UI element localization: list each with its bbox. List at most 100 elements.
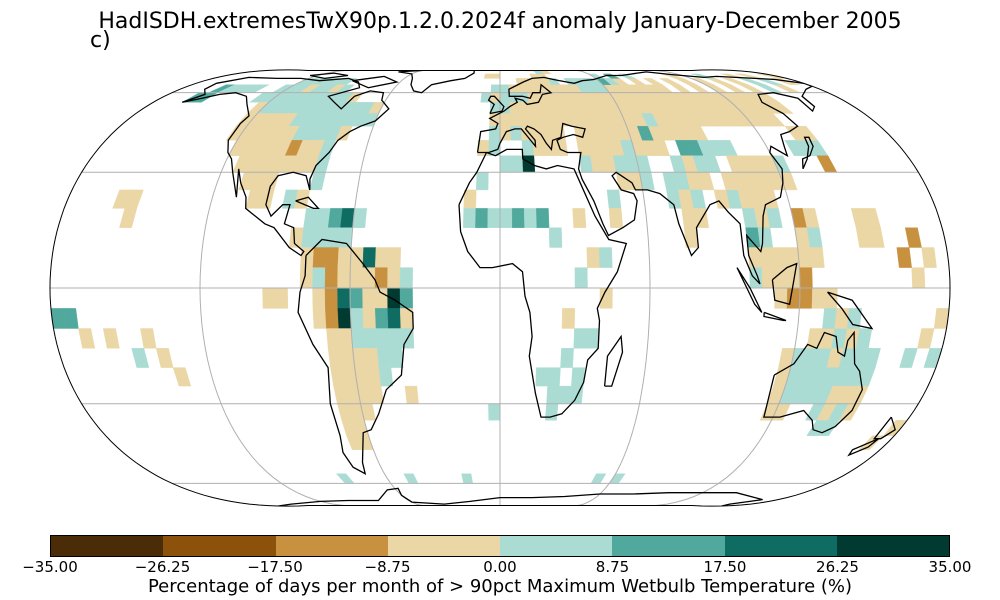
grid-cell — [339, 329, 353, 349]
grid-cell — [758, 228, 773, 248]
grid-cell — [586, 329, 599, 349]
grid-cell — [750, 268, 763, 288]
grid-cell — [530, 114, 542, 127]
grid-cell — [338, 268, 351, 288]
colorbar-ticks: −35.00 −26.25 −17.50 −8.75 0.00 8.75 17.… — [50, 557, 950, 577]
grid-cell — [313, 248, 327, 268]
grid-cell — [799, 268, 812, 288]
grid-cell — [536, 208, 549, 227]
grid-cell — [325, 248, 339, 268]
grid-cell — [536, 368, 549, 387]
grid-cell — [607, 190, 621, 209]
grid-cell — [609, 208, 623, 227]
grid-cell — [510, 114, 521, 127]
grid-cell — [511, 156, 523, 173]
grid-cell — [388, 268, 401, 288]
grid-cell — [575, 268, 588, 288]
grid-cell — [500, 93, 510, 103]
grid-cell — [379, 368, 393, 387]
grid-cell — [350, 308, 363, 328]
grid-cell — [325, 288, 338, 308]
grid-cell — [313, 308, 327, 328]
grid-cell — [500, 208, 512, 227]
grid-cell — [773, 248, 787, 268]
colorbar-segment — [837, 536, 949, 556]
grid-cell — [313, 268, 326, 288]
grid-cell — [388, 288, 401, 308]
colorbar-segment — [612, 536, 724, 556]
grid-cell — [338, 308, 351, 328]
grid-cell — [912, 268, 925, 288]
grid-cell — [489, 126, 500, 140]
grid-cell — [464, 190, 477, 209]
world-map — [0, 0, 1000, 530]
grid-cell — [63, 308, 78, 328]
grid-cell — [350, 268, 363, 288]
colorbar-tick-label: −17.50 — [247, 557, 303, 577]
grid-cell — [492, 74, 500, 79]
colorbar-tick-label: 0.00 — [483, 557, 516, 577]
grid-cell — [400, 268, 413, 288]
colorbar-tick-label: 17.50 — [704, 557, 747, 577]
grid-cell — [365, 348, 379, 367]
colorbar-tick-label: −26.25 — [135, 557, 191, 577]
grid-cell — [388, 329, 401, 349]
grid-cell — [810, 248, 824, 268]
grid-cell — [463, 208, 476, 227]
colorbar-tick-label: −8.75 — [365, 557, 411, 577]
grid-cell — [587, 248, 600, 268]
grid-cell — [275, 288, 288, 308]
grid-cell — [376, 329, 390, 349]
grid-cell — [547, 386, 560, 404]
colorbar-segment — [51, 536, 163, 556]
grid-cell — [325, 268, 338, 288]
grid-cell — [390, 348, 404, 367]
grid-cell — [375, 248, 388, 268]
grid-cell — [326, 329, 340, 349]
grid-cell — [328, 208, 343, 227]
grid-cell — [574, 329, 587, 349]
grid-cell — [822, 308, 836, 328]
grid-cell — [512, 208, 525, 227]
colorbar-tick-label: −35.00 — [22, 557, 78, 577]
grid-cell — [338, 288, 351, 308]
grid-cell — [824, 288, 837, 308]
grid-cell — [500, 85, 509, 93]
grid-cell — [326, 228, 340, 248]
grid-cell — [570, 386, 584, 404]
grid-cell — [573, 208, 586, 227]
grid-cell — [558, 386, 571, 404]
grid-cell — [388, 248, 401, 268]
grid-cell — [599, 248, 612, 268]
grid-cell — [562, 308, 575, 328]
grid-cell — [462, 474, 473, 484]
grid-cell — [475, 208, 488, 227]
grid-cell — [561, 348, 574, 367]
colorbar-tick-label: 35.00 — [929, 557, 972, 577]
grid-cell — [325, 308, 339, 328]
colorbar-label: Percentage of days per month of > 90pct … — [0, 576, 1000, 598]
grid-cell — [476, 172, 488, 190]
grid-cell — [500, 156, 512, 173]
grid-cell — [388, 308, 401, 328]
grid-cell — [364, 329, 378, 349]
grid-cell — [313, 288, 326, 308]
grid-cell — [897, 248, 912, 268]
grid-cell — [377, 348, 391, 367]
grid-cell — [363, 308, 376, 328]
grid-cell — [263, 288, 276, 308]
grid-cell — [787, 288, 800, 308]
grid-cell — [760, 248, 774, 268]
grid-cell — [350, 288, 363, 308]
colorbar-segment — [388, 536, 500, 556]
grid-cell — [363, 288, 376, 308]
grid-cell — [328, 348, 343, 367]
grid-cell — [375, 308, 388, 328]
grid-cell — [488, 208, 500, 227]
grid-cell — [548, 368, 561, 387]
grid-cell — [835, 308, 850, 328]
grid-cell — [488, 404, 500, 421]
grid-cell — [405, 386, 419, 404]
colorbar-segment — [725, 536, 837, 556]
grid-cell — [775, 268, 788, 288]
